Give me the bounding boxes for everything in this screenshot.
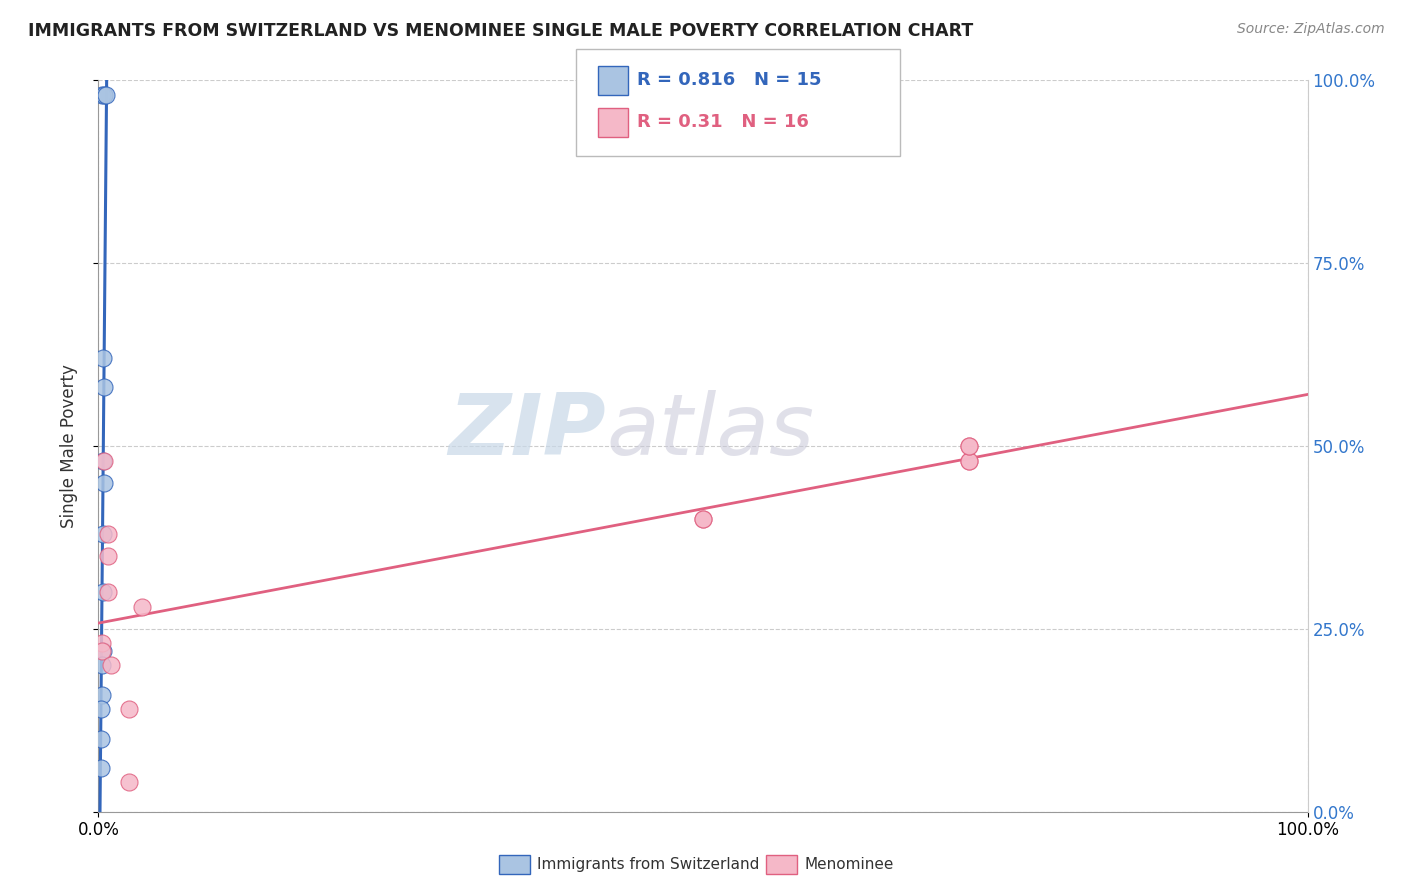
Point [91,453,114,467]
Point [94,87,117,102]
Point [91,585,114,599]
Point [97,585,120,599]
Text: ZIP: ZIP [449,390,606,473]
Text: atlas: atlas [606,390,814,473]
Point [90,731,112,746]
Point [91,644,114,658]
Point [118,702,141,716]
Point [692,512,714,526]
Text: R = 0.31   N = 16: R = 0.31 N = 16 [637,113,808,131]
Text: Menominee: Menominee [804,857,894,871]
Point [957,453,980,467]
Point [91,526,114,541]
Point [957,439,980,453]
Point [93,87,115,102]
Point [93,475,115,490]
Point [90,761,112,775]
Point [91,351,114,366]
Point [90,702,112,716]
Point [131,599,153,614]
Text: IMMIGRANTS FROM SWITZERLAND VS MENOMINEE SINGLE MALE POVERTY CORRELATION CHART: IMMIGRANTS FROM SWITZERLAND VS MENOMINEE… [28,22,973,40]
Point [93,380,115,394]
Point [91,688,114,702]
Point [692,512,714,526]
Text: Source: ZipAtlas.com: Source: ZipAtlas.com [1237,22,1385,37]
Point [91,644,114,658]
Text: R = 0.816   N = 15: R = 0.816 N = 15 [637,71,821,89]
Text: Immigrants from Switzerland: Immigrants from Switzerland [537,857,759,871]
Point [91,658,114,673]
Point [91,636,114,650]
Point [93,453,115,467]
Point [957,453,980,467]
Point [91,87,114,102]
Y-axis label: Single Male Poverty: Single Male Poverty [59,364,77,528]
Point [100,658,122,673]
Point [118,775,141,789]
Point [957,439,980,453]
Point [97,549,120,563]
Point [97,526,120,541]
